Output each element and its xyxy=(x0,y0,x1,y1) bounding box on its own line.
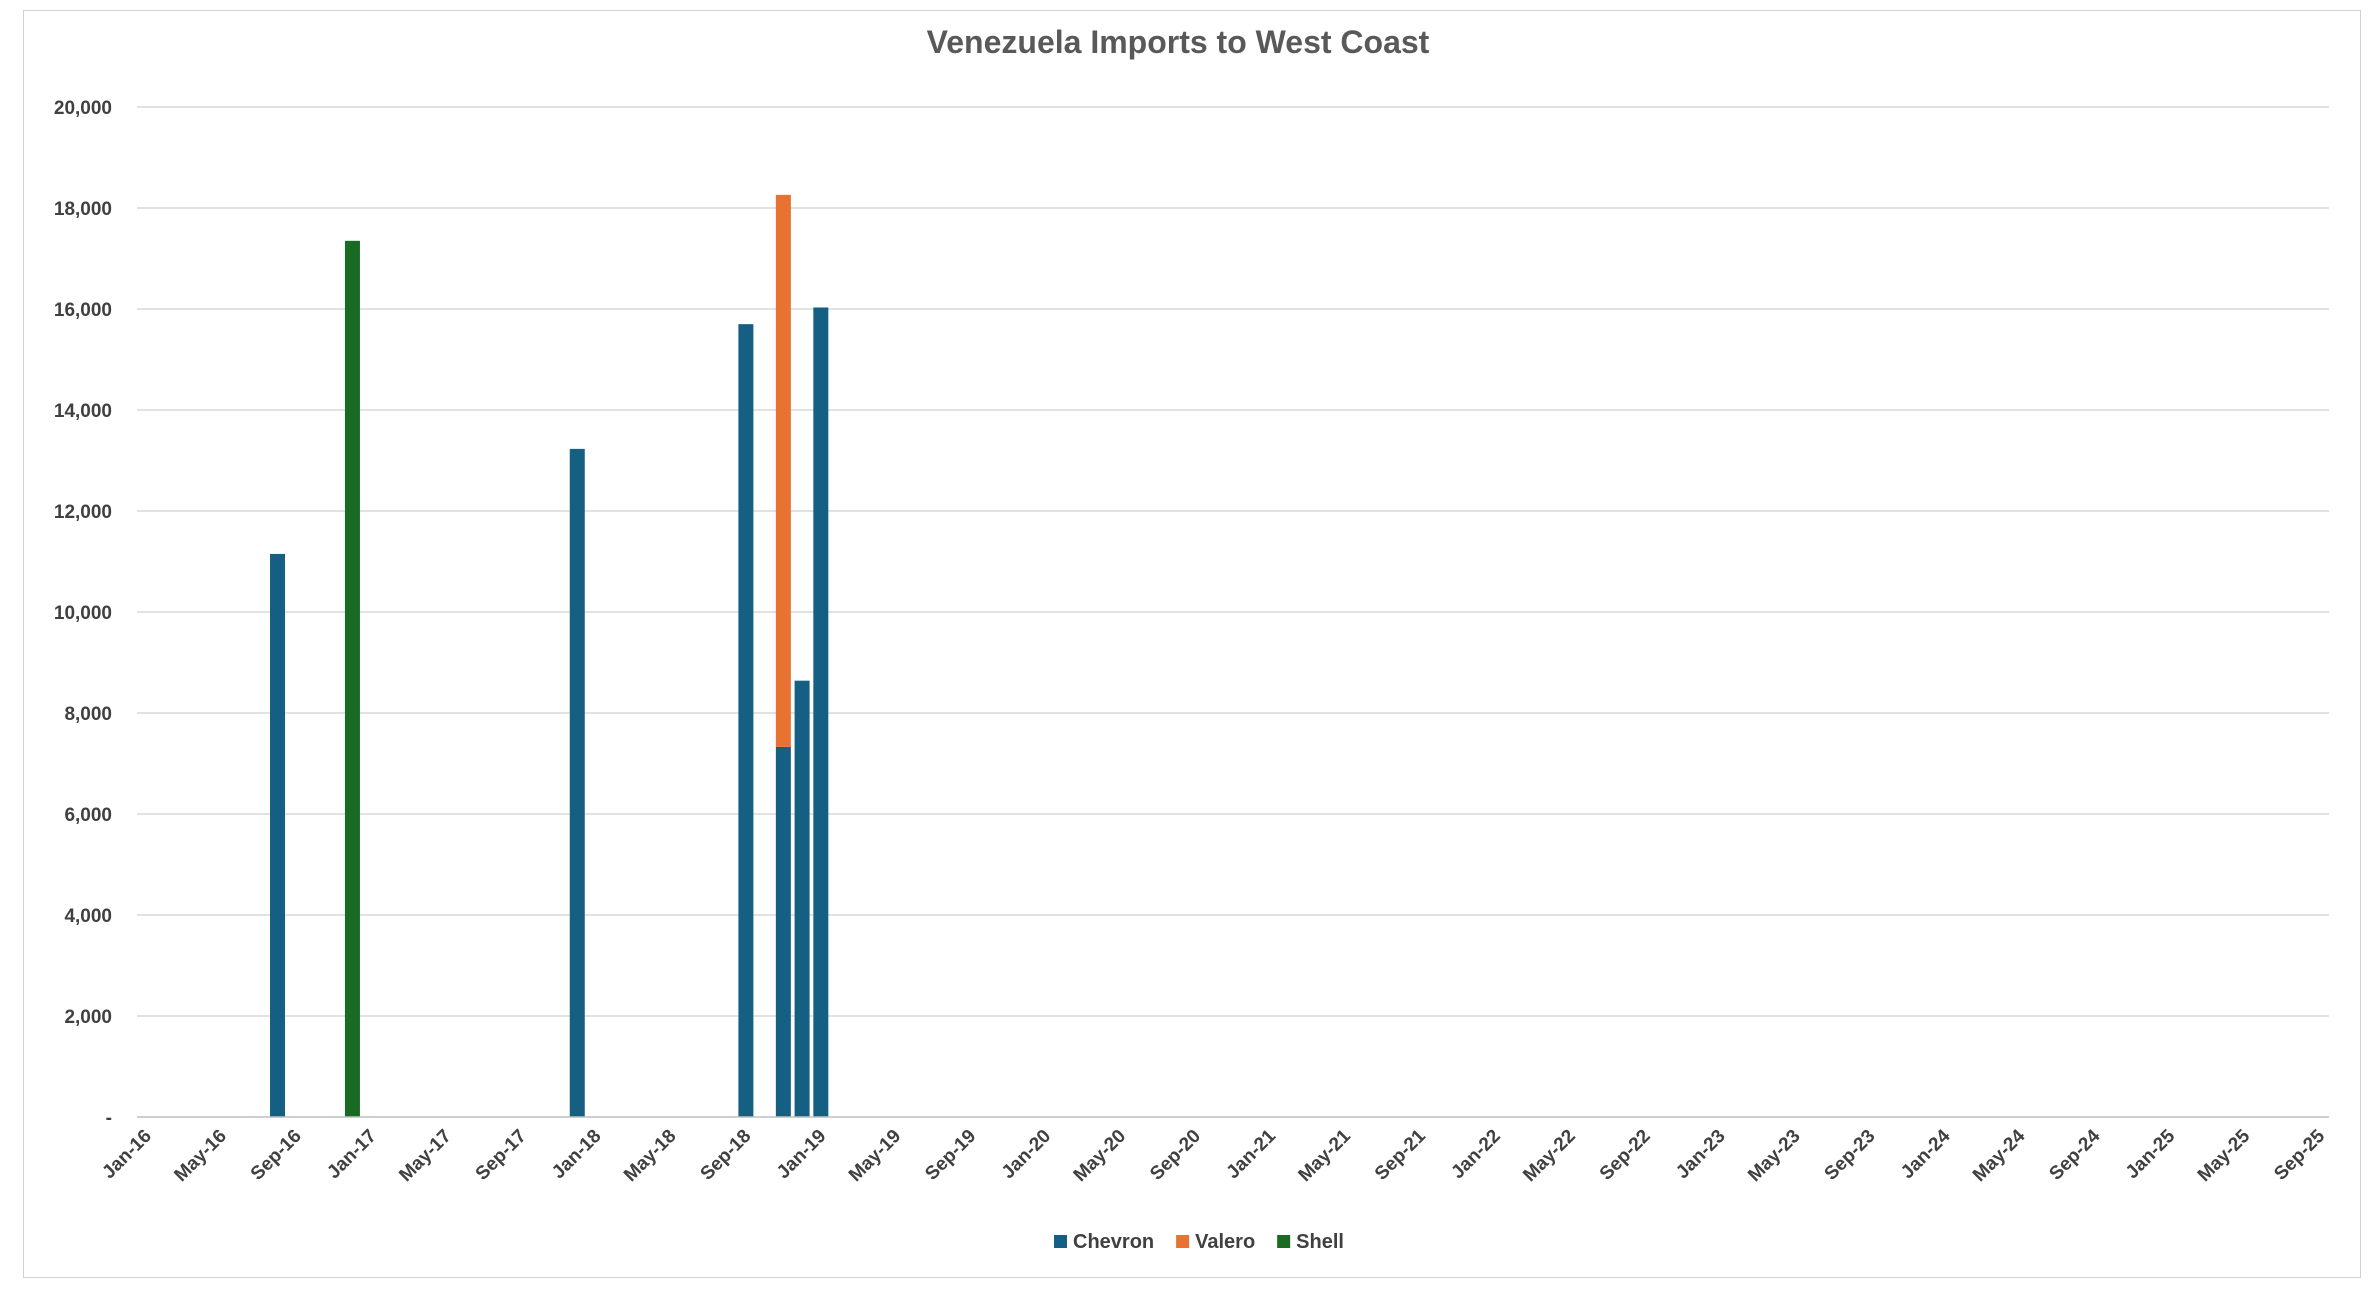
x-tick-label: May-24 xyxy=(1969,1125,2030,1186)
y-tick-label: 6,000 xyxy=(64,805,112,826)
x-tick-label: Jan-20 xyxy=(998,1126,1055,1183)
legend-label-shell: Shell xyxy=(1296,1231,1344,1253)
legend-label-valero: Valero xyxy=(1195,1231,1255,1253)
x-tick-label: Sep-16 xyxy=(247,1126,306,1185)
chart-title: Venezuela Imports to West Coast xyxy=(927,24,1430,60)
x-tick-label: Jan-18 xyxy=(548,1126,605,1183)
x-tick-label: Sep-22 xyxy=(1596,1126,1655,1185)
x-tick-label: Sep-18 xyxy=(697,1126,756,1185)
x-tick-label: Sep-24 xyxy=(2045,1125,2104,1184)
x-tick-label: May-20 xyxy=(1070,1126,1130,1186)
bar-chart: Venezuela Imports to West Coast - 2,000 4,… xyxy=(54,24,2330,1253)
x-tick-label: May-25 xyxy=(2194,1125,2255,1186)
x-tick-label: May-19 xyxy=(845,1126,905,1186)
x-tick-label: Jan-17 xyxy=(323,1126,380,1183)
bar-chevron-jan-19 xyxy=(813,307,829,1117)
legend: Chevron Valero Shell xyxy=(1054,1231,1344,1253)
x-tick-label: May-22 xyxy=(1519,1126,1579,1186)
legend-swatch-chevron xyxy=(1054,1235,1067,1248)
x-tick-label: May-21 xyxy=(1295,1125,1356,1186)
x-tick-label: Jan-24 xyxy=(1897,1125,1955,1183)
x-tick-label: May-23 xyxy=(1744,1126,1804,1186)
x-tick-label: Sep-19 xyxy=(921,1126,980,1185)
x-tick-label: Sep-25 xyxy=(2270,1125,2329,1184)
x-tick-label: Jan-23 xyxy=(1672,1126,1729,1183)
y-tick-label: 20,000 xyxy=(54,98,112,119)
legend-swatch-valero xyxy=(1176,1235,1190,1248)
x-axis-ticks: Jan-16 May-16 Sep-16 Jan-17 May-17 Sep-17 Jan-… xyxy=(98,1125,2329,1186)
y-tick-label: 4,000 xyxy=(64,906,112,927)
x-tick-label: Jan-16 xyxy=(98,1126,155,1183)
x-tick-label: Jan-22 xyxy=(1447,1126,1504,1183)
x-tick-label: Jan-21 xyxy=(1223,1125,1281,1183)
x-tick-label: Sep-17 xyxy=(472,1126,531,1185)
legend-swatch-shell xyxy=(1277,1235,1291,1248)
chart-frame: Venezuela Imports to West Coast - 2,000 4,… xyxy=(23,10,2361,1278)
x-tick-label: Jan-19 xyxy=(773,1126,830,1183)
y-tick-label: 16,000 xyxy=(54,300,112,321)
bar-valero-nov-18 xyxy=(775,194,791,747)
y-tick-label: 14,000 xyxy=(54,401,112,422)
y-tick-label: - xyxy=(106,1108,112,1129)
bar-chevron-nov-18 xyxy=(775,746,791,1117)
y-tick-label: 8,000 xyxy=(64,704,112,725)
gridlines xyxy=(137,106,2329,1017)
bar-chevron-sep-18 xyxy=(738,324,754,1117)
x-tick-label: May-18 xyxy=(620,1126,680,1186)
y-axis-ticks: - 2,000 4,000 6,000 8,000 10,000 12,000 14,000 1… xyxy=(54,98,112,1129)
bars xyxy=(270,194,829,1117)
y-tick-label: 18,000 xyxy=(54,199,112,220)
x-tick-label: Jan-25 xyxy=(2122,1125,2180,1183)
bar-shell-dec-16 xyxy=(344,240,360,1117)
bar-chevron-dec-17 xyxy=(569,448,585,1117)
legend-label-chevron: Chevron xyxy=(1073,1231,1154,1253)
x-tick-label: Sep-20 xyxy=(1146,1126,1205,1185)
y-tick-label: 12,000 xyxy=(54,502,112,523)
bar-chevron-aug-16 xyxy=(270,553,286,1117)
x-tick-label: May-17 xyxy=(395,1126,455,1186)
x-tick-label: Sep-21 xyxy=(1371,1125,1430,1184)
x-tick-label: Sep-23 xyxy=(1821,1126,1880,1185)
y-tick-label: 10,000 xyxy=(54,603,112,624)
y-tick-label: 2,000 xyxy=(64,1007,112,1028)
x-tick-label: May-16 xyxy=(170,1126,230,1186)
bar-chevron-dec-18 xyxy=(794,680,810,1117)
